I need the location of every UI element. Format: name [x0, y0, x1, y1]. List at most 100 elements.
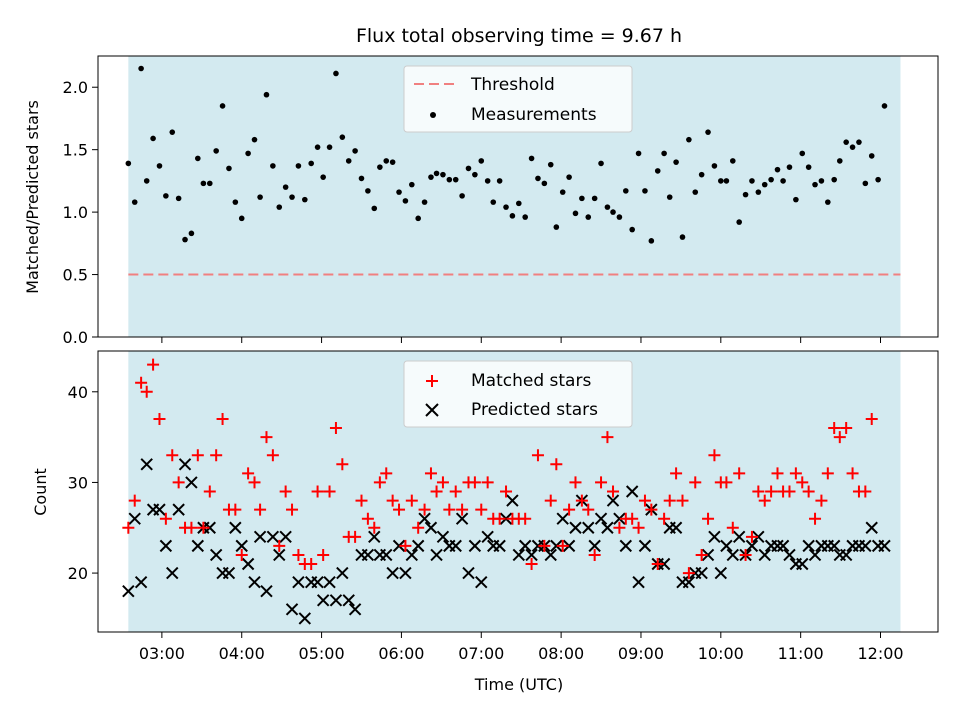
- measurement-point: [358, 175, 365, 182]
- predicted-point: [481, 530, 494, 544]
- measurement-point: [742, 191, 749, 198]
- predicted-point: [380, 548, 393, 562]
- measurement-point: [276, 204, 283, 210]
- predicted-point: [248, 575, 261, 589]
- predicted-point: [430, 548, 443, 562]
- predicted-point: [285, 603, 299, 616]
- measurement-point: [553, 224, 560, 230]
- measurement-point: [125, 160, 132, 167]
- matched-point: [323, 485, 336, 498]
- measurement-point: [881, 103, 888, 109]
- predicted-point: [745, 539, 759, 553]
- bottom-panel-frame: [97, 350, 939, 633]
- measurement-point: [396, 189, 402, 195]
- measurement-point: [843, 139, 849, 145]
- predicted-point: [191, 539, 205, 553]
- measurement-point: [314, 144, 321, 150]
- matched-point: [796, 476, 809, 489]
- measurement-point: [679, 234, 686, 240]
- matched-point: [399, 539, 412, 552]
- matched-point: [658, 512, 671, 525]
- predicted-point: [209, 548, 223, 562]
- predicted-point: [185, 476, 198, 489]
- matched-point: [122, 521, 135, 534]
- bottom-ytick-label: 20: [68, 564, 88, 583]
- matched-point: [153, 412, 166, 425]
- legend-predicted-label: Predicted stars: [471, 400, 598, 420]
- measurement-point: [213, 148, 219, 154]
- predicted-point: [424, 521, 438, 534]
- matched-point: [305, 558, 318, 571]
- measurement-point: [169, 129, 176, 135]
- matched-point: [191, 449, 204, 462]
- matched-point: [203, 485, 216, 498]
- matched-point: [695, 548, 708, 561]
- measurement-point: [541, 180, 548, 187]
- measurement-point: [862, 180, 869, 187]
- measurement-point: [799, 150, 806, 157]
- predicted-point: [613, 512, 626, 525]
- predicted-point: [556, 512, 569, 525]
- predicted-point: [368, 530, 381, 544]
- predicted-point: [796, 557, 809, 571]
- matched-point: [865, 412, 878, 425]
- measurement-point: [825, 199, 831, 205]
- matched-point: [765, 485, 778, 498]
- measurement-point: [831, 176, 837, 183]
- matched-point: [758, 494, 771, 507]
- matched-point: [626, 512, 639, 525]
- predicted-point: [550, 539, 563, 553]
- top-y-axis-label: Matched/Predicted stars: [23, 100, 42, 294]
- predicted-point: [506, 494, 519, 507]
- matched-point: [380, 467, 393, 480]
- top-legend: Threshold Measurements: [403, 65, 633, 133]
- predicted-point: [625, 485, 639, 498]
- measurement-point: [818, 178, 825, 184]
- matched-point: [443, 503, 456, 516]
- predicted-point: [776, 539, 790, 553]
- predicted-point: [166, 566, 179, 580]
- bottom-legend-box: [403, 360, 633, 428]
- predicted-point: [601, 521, 614, 534]
- matched-point: [632, 521, 645, 534]
- top-ytick-label: 0.0: [63, 328, 88, 347]
- legend-matched-swatch: [426, 375, 438, 387]
- top-panel-frame: [97, 55, 939, 338]
- predicted-point: [411, 539, 425, 553]
- matched-point: [833, 431, 846, 444]
- matched-point: [311, 485, 324, 498]
- measurement-point: [465, 165, 472, 172]
- predicted-point: [512, 548, 526, 562]
- matched-point: [368, 521, 381, 534]
- measurement-point: [780, 178, 786, 184]
- matched-point: [663, 494, 676, 507]
- measurement-point: [868, 153, 875, 159]
- bottom-legend: Matched stars Predicted stars: [403, 360, 633, 428]
- predicted-point: [462, 566, 475, 580]
- measurement-point: [402, 198, 409, 204]
- matched-point: [355, 494, 368, 507]
- measurement-point: [371, 205, 378, 212]
- matched-point: [185, 521, 198, 534]
- matched-point: [135, 376, 148, 389]
- predicted-point: [159, 539, 173, 553]
- measurement-point: [282, 184, 289, 190]
- measurement-point: [622, 188, 629, 194]
- predicted-point: [222, 566, 236, 580]
- measurement-point: [143, 178, 150, 184]
- predicted-point: [153, 503, 166, 516]
- predicted-point: [323, 575, 336, 589]
- predicted-point: [449, 539, 462, 553]
- predicted-point: [298, 612, 312, 625]
- measurement-point: [805, 164, 812, 170]
- matched-point: [676, 494, 689, 507]
- predicted-point: [657, 557, 671, 571]
- measurement-point: [761, 181, 768, 188]
- xtick-label: 06:00: [378, 644, 424, 663]
- bottom-ytick-label: 40: [68, 383, 88, 402]
- top-ytick-label: 1.5: [63, 141, 88, 160]
- matched-point: [229, 503, 242, 516]
- matched-point: [563, 503, 576, 516]
- measurement-point: [251, 136, 258, 143]
- measurement-point: [661, 150, 667, 157]
